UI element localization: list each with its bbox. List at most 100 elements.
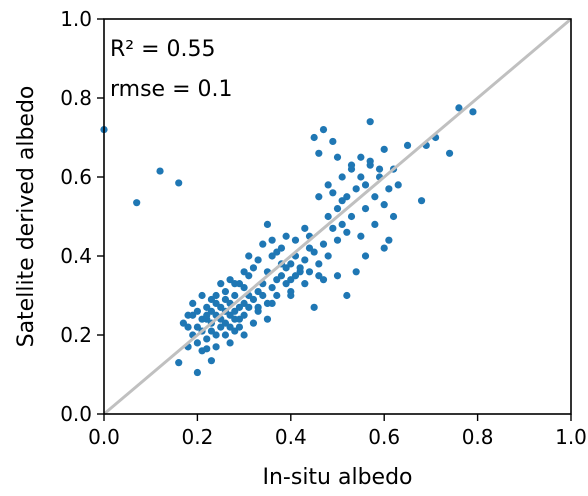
data-point <box>366 157 374 165</box>
data-point <box>417 197 426 205</box>
data-point <box>305 244 314 252</box>
data-point <box>249 295 258 304</box>
data-point <box>347 161 356 169</box>
data-point <box>301 256 309 264</box>
data-point <box>333 153 342 161</box>
y-tick-label: 0.0 <box>60 402 92 426</box>
data-point <box>324 181 332 189</box>
r-squared-annotation: R² = 0.55 <box>110 37 216 62</box>
x-tick-label: 0.4 <box>275 425 307 449</box>
data-point <box>212 299 220 307</box>
x-axis-ticks: 0.0 0.2 0.4 0.6 0.8 1.0 <box>88 414 587 449</box>
data-point <box>156 167 164 175</box>
data-point <box>445 149 454 157</box>
data-point <box>193 368 201 377</box>
data-point <box>315 272 323 280</box>
data-point <box>469 108 477 116</box>
data-point <box>329 137 337 146</box>
y-tick-label: 0.2 <box>60 323 92 347</box>
data-point <box>193 307 201 315</box>
x-tick-label: 0.2 <box>181 425 213 449</box>
data-point <box>212 343 220 351</box>
data-point <box>254 256 262 264</box>
data-point <box>282 232 290 240</box>
data-point <box>324 252 332 260</box>
data-point <box>245 252 253 260</box>
data-point <box>333 272 342 280</box>
data-point <box>203 311 211 319</box>
data-point <box>403 141 412 149</box>
data-point <box>245 303 253 311</box>
data-point <box>315 193 323 201</box>
data-point <box>240 268 248 276</box>
y-tick-label: 0.6 <box>60 165 92 189</box>
data-point <box>207 357 216 365</box>
rmse-annotation: rmse = 0.1 <box>110 77 233 102</box>
data-point <box>357 232 365 240</box>
data-point <box>198 291 206 300</box>
data-point <box>380 244 388 252</box>
data-point <box>329 189 337 197</box>
data-point <box>394 181 402 189</box>
data-point <box>366 118 374 126</box>
data-point <box>198 347 206 355</box>
data-point <box>231 291 239 300</box>
data-point <box>324 212 332 221</box>
data-point <box>240 311 248 319</box>
data-point <box>226 276 234 284</box>
data-point <box>455 104 463 112</box>
data-point <box>273 291 281 300</box>
data-point <box>268 299 276 307</box>
y-axis-ticks: 0.0 0.2 0.4 0.6 0.8 1.0 <box>60 7 104 426</box>
data-point <box>291 236 300 244</box>
data-point <box>371 193 379 201</box>
data-point <box>179 319 187 327</box>
y-tick-label: 0.8 <box>60 86 92 110</box>
data-point <box>338 220 346 228</box>
data-point <box>221 331 230 339</box>
data-point <box>221 287 230 296</box>
data-point <box>315 260 323 268</box>
data-point <box>240 331 248 339</box>
data-point <box>338 173 346 181</box>
data-point <box>357 153 365 161</box>
data-point <box>235 323 244 331</box>
data-point <box>301 280 309 288</box>
x-tick-label: 0.6 <box>368 425 400 449</box>
data-point <box>249 319 258 327</box>
data-point <box>268 236 276 244</box>
data-point <box>212 291 220 300</box>
data-point <box>385 236 393 244</box>
x-tick-label: 0.0 <box>88 425 120 449</box>
x-tick-label: 0.8 <box>462 425 494 449</box>
data-point <box>389 212 398 221</box>
data-point <box>217 280 225 288</box>
data-point <box>226 339 234 347</box>
data-point <box>249 264 258 272</box>
data-point <box>319 126 328 134</box>
data-point <box>268 284 276 292</box>
data-point <box>189 299 197 307</box>
plot-frame <box>103 18 572 415</box>
data-point <box>375 165 384 173</box>
data-point <box>352 185 360 193</box>
data-point <box>361 252 370 260</box>
one-to-one-line <box>103 17 572 416</box>
data-point <box>259 240 267 248</box>
data-point <box>343 291 351 300</box>
data-point <box>338 197 346 205</box>
data-point <box>352 268 360 276</box>
data-point <box>385 185 393 193</box>
y-tick-label: 0.4 <box>60 244 92 268</box>
data-point <box>203 335 211 343</box>
data-point <box>273 248 281 256</box>
data-point <box>347 212 356 221</box>
data-point <box>287 276 295 284</box>
data-point <box>207 327 216 335</box>
data-point <box>287 260 295 268</box>
data-point <box>310 133 318 142</box>
data-point <box>235 280 244 288</box>
data-point <box>315 149 323 157</box>
